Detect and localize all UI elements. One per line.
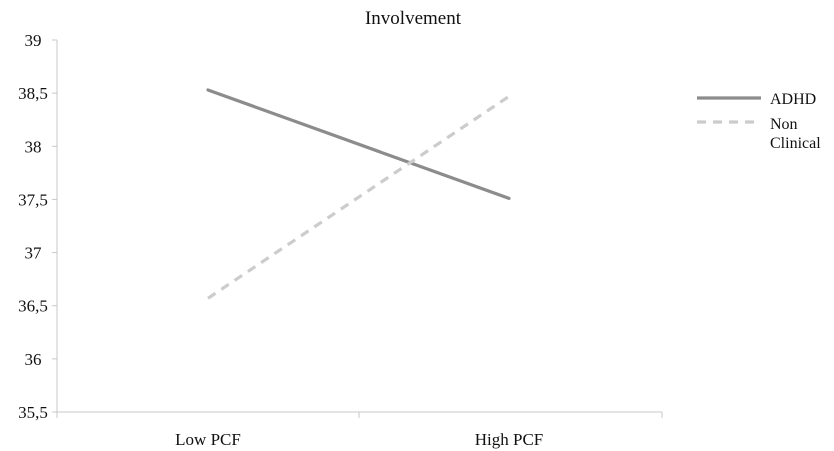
y-tick-label: 36 — [25, 350, 42, 369]
y-tick-label: 38 — [25, 137, 42, 156]
y-tick-label: 39 — [25, 31, 42, 50]
chart-title: Involvement — [365, 8, 462, 29]
legend-label-non-clinical-line-2: Clinical — [770, 135, 821, 152]
y-tick-label: 37,5 — [18, 190, 48, 209]
series-non-clinical-line — [207, 95, 510, 300]
x-tick-label: High PCF — [475, 430, 544, 449]
legend-label-non-clinical-line-1: Non — [770, 116, 798, 133]
x-tick-label: Low PCF — [175, 430, 241, 449]
chart-axes — [56, 40, 662, 413]
y-tick-label: 35,5 — [18, 403, 48, 422]
y-tick-label: 38,5 — [18, 84, 48, 103]
y-tick-label: 37 — [25, 244, 43, 263]
legend-label-adhd: ADHD — [770, 91, 816, 108]
series-lines — [206, 88, 511, 300]
legend-label-non-clinical: Non Clinical — [770, 116, 821, 152]
y-axis-ticks: 39 38,5 38 37,5 37 36,5 36 35,5 — [18, 31, 57, 422]
series-adhd-line — [206, 88, 511, 200]
legend: ADHD Non Clinical — [697, 91, 821, 152]
x-axis-ticks: Low PCF High PCF — [56, 412, 663, 449]
y-tick-label: 36,5 — [18, 297, 48, 316]
